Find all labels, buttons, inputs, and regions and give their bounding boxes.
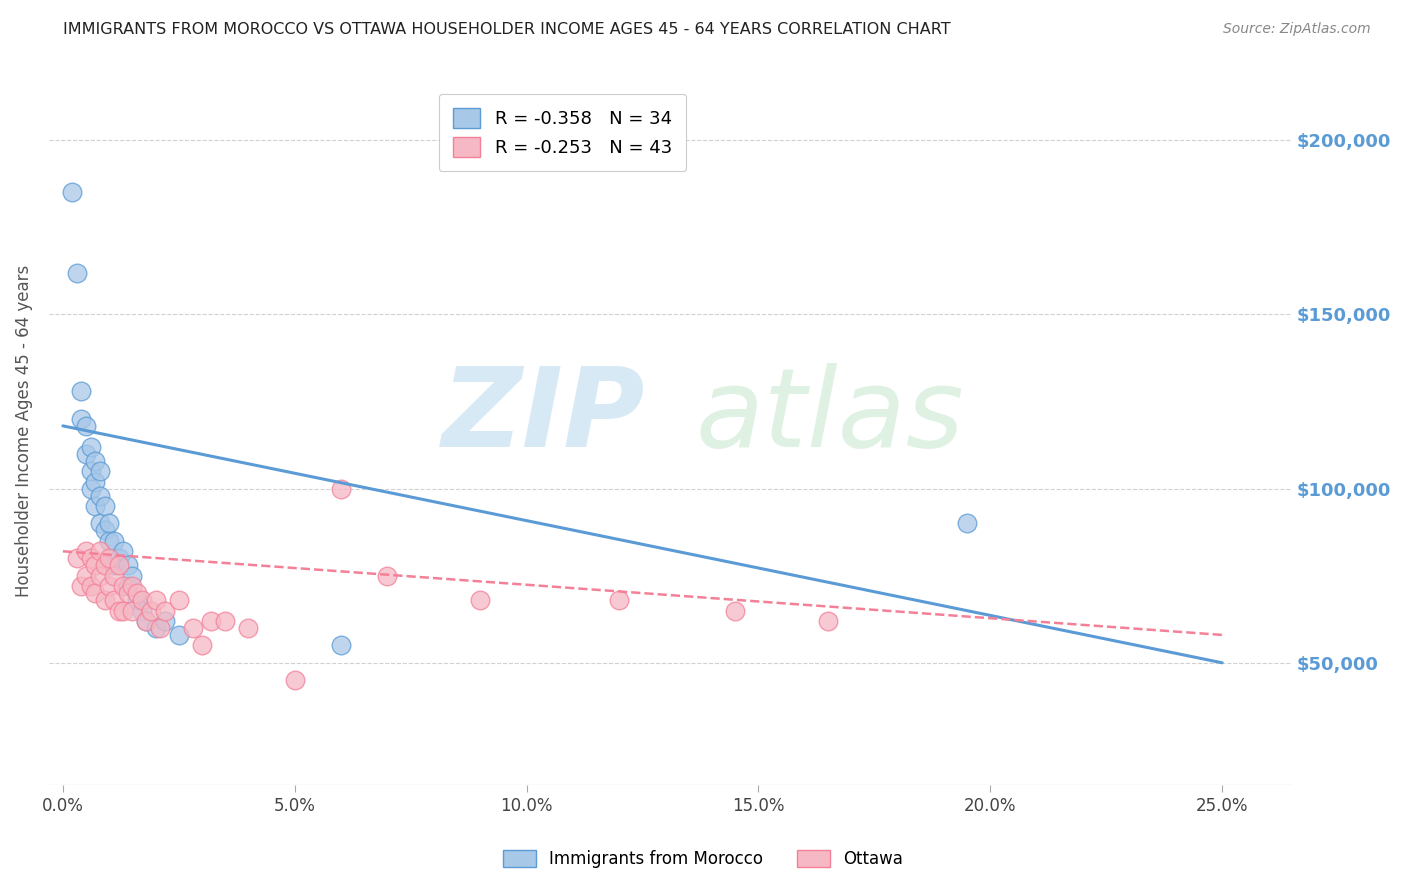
Point xyxy=(125,593,148,607)
Point xyxy=(98,579,121,593)
Point xyxy=(135,614,157,628)
Point xyxy=(117,586,139,600)
Point xyxy=(214,614,236,628)
Point xyxy=(121,603,143,617)
Point xyxy=(284,673,307,688)
Point xyxy=(238,621,260,635)
Point xyxy=(470,593,492,607)
Point xyxy=(80,440,103,454)
Point xyxy=(117,579,139,593)
Point xyxy=(103,558,125,573)
Text: ZIP: ZIP xyxy=(441,363,645,470)
Point xyxy=(80,482,103,496)
Point xyxy=(89,544,111,558)
Point xyxy=(70,579,93,593)
Point xyxy=(75,447,97,461)
Point xyxy=(70,384,93,398)
Point xyxy=(80,551,103,566)
Point xyxy=(84,558,107,573)
Point xyxy=(724,603,747,617)
Point xyxy=(75,544,97,558)
Point xyxy=(153,603,176,617)
Point xyxy=(80,579,103,593)
Point xyxy=(112,603,135,617)
Point xyxy=(107,551,129,566)
Point xyxy=(145,593,167,607)
Point xyxy=(330,482,353,496)
Point xyxy=(191,639,214,653)
Point xyxy=(112,544,135,558)
Point xyxy=(167,628,190,642)
Point xyxy=(377,568,399,582)
Point xyxy=(75,418,97,433)
Point xyxy=(181,621,204,635)
Legend: Immigrants from Morocco, Ottawa: Immigrants from Morocco, Ottawa xyxy=(496,843,910,875)
Point xyxy=(89,568,111,582)
Point xyxy=(84,586,107,600)
Point xyxy=(89,489,111,503)
Point xyxy=(84,475,107,489)
Point xyxy=(167,593,190,607)
Point xyxy=(956,516,979,531)
Point xyxy=(609,593,631,607)
Point xyxy=(125,586,148,600)
Point xyxy=(135,614,157,628)
Point xyxy=(817,614,839,628)
Point xyxy=(112,579,135,593)
Legend: R = -0.358   N = 34, R = -0.253   N = 43: R = -0.358 N = 34, R = -0.253 N = 43 xyxy=(439,94,686,171)
Point xyxy=(121,579,143,593)
Point xyxy=(89,464,111,478)
Point xyxy=(149,621,172,635)
Point xyxy=(93,524,115,538)
Point xyxy=(84,453,107,467)
Y-axis label: Householder Income Ages 45 - 64 years: Householder Income Ages 45 - 64 years xyxy=(15,265,32,598)
Point xyxy=(75,568,97,582)
Point xyxy=(200,614,222,628)
Point xyxy=(145,621,167,635)
Text: IMMIGRANTS FROM MOROCCO VS OTTAWA HOUSEHOLDER INCOME AGES 45 - 64 YEARS CORRELAT: IMMIGRANTS FROM MOROCCO VS OTTAWA HOUSEH… xyxy=(63,22,950,37)
Point xyxy=(84,499,107,513)
Point xyxy=(103,533,125,548)
Point xyxy=(70,412,93,426)
Point xyxy=(80,464,103,478)
Point xyxy=(107,558,129,573)
Point xyxy=(139,603,162,617)
Point xyxy=(93,558,115,573)
Point xyxy=(107,603,129,617)
Point xyxy=(131,593,153,607)
Text: Source: ZipAtlas.com: Source: ZipAtlas.com xyxy=(1223,22,1371,37)
Point xyxy=(98,551,121,566)
Point xyxy=(117,558,139,573)
Point xyxy=(66,551,89,566)
Point xyxy=(131,603,153,617)
Point xyxy=(153,614,176,628)
Point xyxy=(89,516,111,531)
Point xyxy=(103,593,125,607)
Text: atlas: atlas xyxy=(695,363,965,470)
Point xyxy=(98,533,121,548)
Point xyxy=(121,568,143,582)
Point xyxy=(98,516,121,531)
Point xyxy=(60,186,83,200)
Point xyxy=(93,499,115,513)
Point xyxy=(93,593,115,607)
Point xyxy=(103,568,125,582)
Point xyxy=(66,266,89,280)
Point xyxy=(330,639,353,653)
